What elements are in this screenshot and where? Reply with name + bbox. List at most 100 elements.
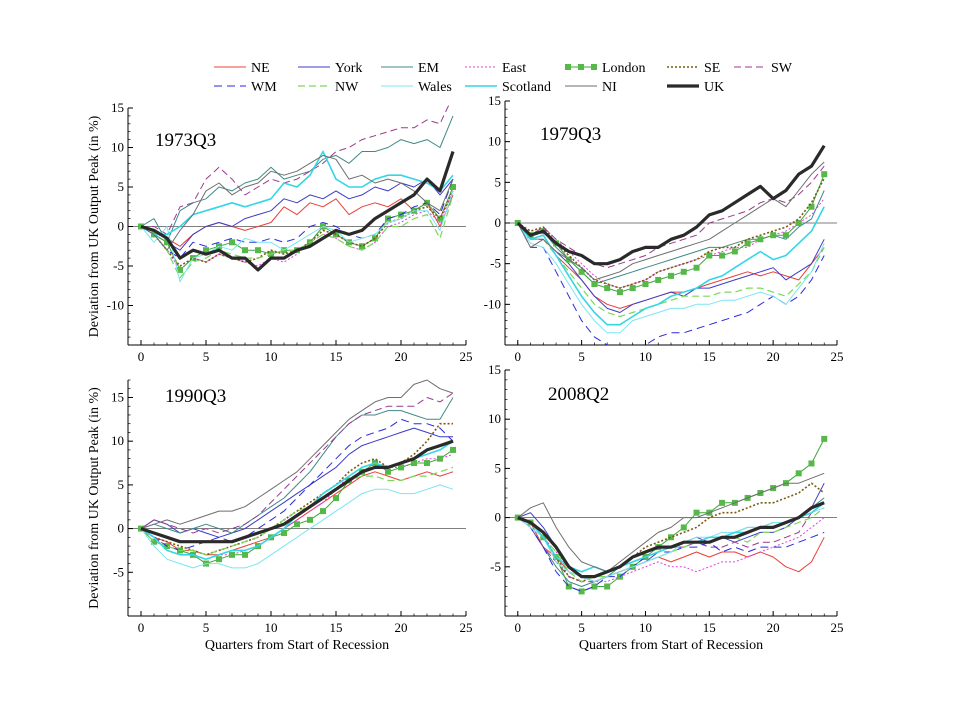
x-tick-label: 0 bbox=[138, 349, 145, 364]
series-line-uk bbox=[140, 439, 454, 544]
data-point-london bbox=[514, 514, 521, 521]
legend-label-se: SE bbox=[704, 61, 720, 76]
series-line-wm bbox=[140, 418, 454, 551]
data-point-london bbox=[437, 455, 443, 462]
series-line-em bbox=[517, 190, 825, 285]
series-em bbox=[517, 497, 825, 587]
series-london bbox=[514, 435, 828, 595]
panel-title: 1979Q3 bbox=[540, 124, 601, 145]
series-line-scotland bbox=[517, 206, 825, 326]
series-line-nw bbox=[517, 222, 825, 318]
legend-label-wm: WM bbox=[251, 80, 277, 95]
legend-label-york: York bbox=[335, 61, 362, 76]
y-tick-label: -5 bbox=[490, 256, 501, 271]
legend-label-sw: SW bbox=[771, 61, 793, 76]
series-wales bbox=[517, 222, 825, 334]
x-tick-label: 15 bbox=[703, 349, 716, 364]
data-point-london bbox=[693, 509, 700, 516]
y-tick-label: 15 bbox=[488, 362, 501, 377]
data-point-london bbox=[578, 588, 585, 595]
legend-entry-nw: NW bbox=[298, 80, 359, 95]
data-point-london bbox=[216, 556, 222, 563]
legend-label-ni: NI bbox=[602, 80, 617, 95]
series-line-sw bbox=[140, 392, 454, 534]
data-point-london bbox=[680, 268, 687, 275]
series-line-wm bbox=[140, 178, 454, 259]
data-point-london bbox=[450, 446, 456, 453]
series-nw bbox=[140, 194, 454, 279]
series-nw bbox=[517, 222, 825, 318]
series-em bbox=[517, 190, 825, 285]
legend-label-london: London bbox=[602, 61, 646, 76]
series-line-london bbox=[517, 438, 825, 592]
data-point-london bbox=[255, 247, 261, 254]
panel-title: 2008Q2 bbox=[548, 384, 609, 405]
data-point-london bbox=[668, 534, 674, 541]
data-point-london bbox=[795, 470, 802, 477]
panel-2008q2: 15 10 5 0 -5 0 5 10 15 20 25 2008Q2 Quarters from St… bbox=[488, 362, 844, 653]
legend-label-uk: UK bbox=[704, 80, 724, 95]
y-tick-label: -5 bbox=[113, 258, 124, 273]
y-tick-label: 15 bbox=[488, 93, 501, 108]
y-axis-title: Deviation from UK Output Peak (in %) bbox=[87, 387, 102, 609]
y-tick-label: 0 bbox=[495, 510, 502, 525]
legend-entry-east: East bbox=[465, 61, 526, 76]
y-tick-label: 0 bbox=[495, 215, 502, 230]
series-line-nw bbox=[140, 194, 454, 279]
series-em bbox=[140, 397, 454, 534]
data-point-london bbox=[795, 220, 802, 226]
series-line-york bbox=[517, 222, 825, 313]
x-tick-label: 15 bbox=[330, 349, 343, 364]
data-point-london bbox=[151, 538, 157, 545]
x-tick-label: 10 bbox=[265, 349, 278, 364]
series-scotland bbox=[140, 150, 454, 236]
legend-entry-em: EM bbox=[381, 61, 440, 76]
series-line-sw bbox=[141, 102, 451, 235]
y-tick-label: 5 bbox=[495, 460, 502, 475]
data-point-london bbox=[177, 266, 183, 273]
legend-entry-york: York bbox=[298, 61, 362, 76]
series-line-uk bbox=[516, 144, 826, 266]
data-point-london bbox=[629, 285, 636, 292]
series-ni bbox=[140, 154, 454, 251]
data-point-london bbox=[242, 551, 248, 558]
data-point-london bbox=[514, 220, 521, 226]
x-tick-label: 5 bbox=[203, 349, 210, 364]
data-point-london bbox=[450, 184, 456, 190]
x-tick-label: 5 bbox=[578, 620, 585, 635]
data-point-london bbox=[411, 460, 417, 467]
legend-label-wales: Wales bbox=[418, 80, 452, 95]
series-line-em bbox=[140, 397, 454, 534]
legend-entry-ne: NE bbox=[214, 61, 270, 76]
y-tick-label: 10 bbox=[488, 134, 501, 149]
series-wales bbox=[517, 507, 825, 583]
x-axis-title: Quarters from Start of Recession bbox=[579, 638, 763, 653]
legend-entry-se: SE bbox=[667, 61, 720, 76]
data-point-london bbox=[229, 239, 235, 246]
data-point-london bbox=[668, 272, 674, 279]
legend-marker bbox=[578, 64, 584, 70]
series-line-scotland bbox=[140, 150, 454, 236]
series-line-york bbox=[140, 427, 453, 538]
series-line-se bbox=[517, 482, 825, 583]
data-point-london bbox=[398, 464, 404, 471]
data-point-london bbox=[706, 252, 713, 259]
series-line-wales bbox=[140, 190, 454, 283]
series-line-london bbox=[140, 449, 454, 565]
data-point-london bbox=[719, 499, 726, 506]
x-tick-label: 25 bbox=[831, 349, 844, 364]
x-tick-label: 0 bbox=[138, 620, 145, 635]
legend-marker bbox=[591, 64, 597, 70]
y-axis-title: Deviation from UK Output Peak (in %) bbox=[87, 115, 102, 337]
series-line-ni bbox=[517, 472, 825, 573]
panels: 15 10 5 0 -5 -10 0 5 10 15 20 25 1973Q3 Deviation fro… bbox=[87, 93, 844, 653]
legend-entry-scotland: Scotland bbox=[465, 80, 551, 95]
legend: NE York EM East London SE SW WM NW Wales Scotland N… bbox=[214, 61, 793, 95]
data-point-london bbox=[616, 289, 623, 296]
series-ni bbox=[140, 379, 454, 530]
legend-entry-sw: SW bbox=[734, 61, 793, 76]
plot-area bbox=[514, 144, 828, 345]
x-tick-label: 25 bbox=[831, 620, 844, 635]
x-tick-label: 0 bbox=[515, 620, 522, 635]
